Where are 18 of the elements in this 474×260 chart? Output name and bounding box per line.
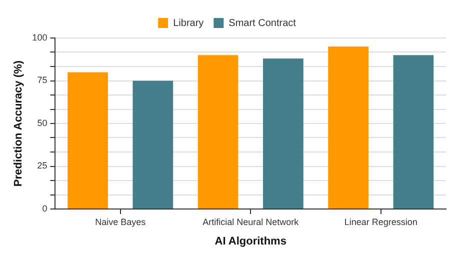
y-tick-label: 25 [37, 160, 48, 171]
y-tick-label: 0 [42, 203, 48, 214]
y-tick-label: 75 [37, 75, 48, 86]
bar [68, 72, 108, 208]
x-tick-label: Linear Regression [344, 216, 418, 227]
x-tick-label: Naive Bayes [95, 216, 146, 227]
x-tick-label: Artificial Neural Network [202, 216, 300, 227]
bar [393, 55, 434, 208]
bar [262, 58, 304, 208]
bar [132, 80, 174, 208]
y-tick-label: 50 [37, 118, 48, 128]
x-axis-title: AI Algorithms [214, 235, 286, 248]
y-axis-title: Prediction Accuracy (%) [12, 60, 25, 187]
y-tick-label: 100 [32, 32, 48, 42]
legend-label: Smart Contract [228, 18, 296, 29]
bar [328, 46, 368, 208]
legend-label: Library [173, 18, 204, 29]
bar [198, 55, 238, 208]
